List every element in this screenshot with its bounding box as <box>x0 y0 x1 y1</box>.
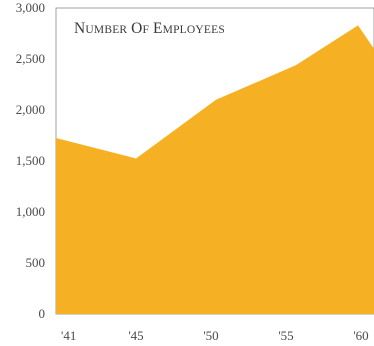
y-tick-label: 1,000 <box>16 204 45 219</box>
y-tick-label: 2,000 <box>16 102 45 117</box>
y-tick-label: 2,500 <box>16 51 45 66</box>
y-tick-label: 3,000 <box>16 0 45 15</box>
x-tick-label: '41 <box>61 328 76 343</box>
x-axis-ticks: '41 '45 '50 '55 '60 <box>61 328 369 343</box>
y-tick-label: 500 <box>26 255 46 270</box>
employees-area-series <box>56 25 374 315</box>
x-tick-label: '60 <box>353 328 368 343</box>
y-tick-label: 0 <box>39 306 46 321</box>
y-axis-ticks: 0 500 1,000 1,500 2,000 2,500 3,000 <box>16 0 45 321</box>
chart-title: NUMBER OF EMPLOYEES <box>74 20 225 37</box>
x-tick-label: '50 <box>203 328 218 343</box>
y-tick-label: 1,500 <box>16 153 45 168</box>
x-tick-label: '55 <box>278 328 293 343</box>
x-tick-label: '45 <box>128 328 143 343</box>
